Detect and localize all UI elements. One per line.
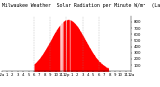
- Text: Milwaukee Weather  Solar Radiation per Minute W/m²  (Last 24 Hours): Milwaukee Weather Solar Radiation per Mi…: [2, 3, 160, 8]
